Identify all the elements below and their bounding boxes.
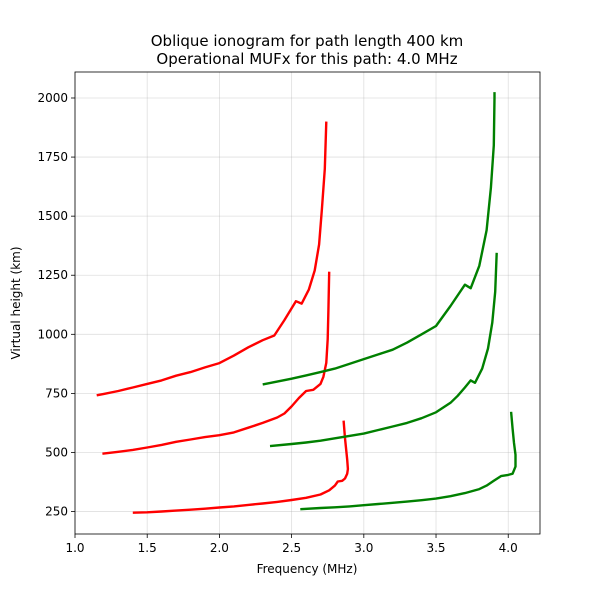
- grid: [74, 72, 540, 534]
- series-line-4: [300, 411, 517, 511]
- y-tick-label: 1250: [37, 268, 68, 282]
- x-tick-label: 4.0: [499, 541, 518, 555]
- x-tick-label: 2.5: [282, 541, 301, 555]
- x-tick-label: 1.5: [138, 541, 157, 555]
- chart-subtitle: Operational MUFx for this path: 4.0 MHz: [156, 50, 457, 68]
- series-line-6: [262, 92, 496, 386]
- series-line-5: [269, 252, 498, 448]
- series-group: [96, 92, 517, 514]
- x-tick-label: 3.0: [354, 541, 373, 555]
- y-tick-label: 1750: [37, 150, 68, 164]
- series-line-2: [102, 271, 331, 455]
- y-tick-label: 250: [45, 505, 68, 519]
- y-tick-label: 2000: [37, 91, 68, 105]
- y-axis-label: Virtual height (km): [9, 246, 23, 359]
- axis-ticks: 1.0 1.5 2.0 2.5 3.0 3.5 4.0 250 500 750 1000 1250 15…: [37, 91, 517, 555]
- plot-frame: [74, 71, 541, 535]
- series-line-3: [96, 121, 328, 397]
- x-tick-label: 1.0: [65, 541, 84, 555]
- x-axis-label: Frequency (MHz): [257, 562, 358, 576]
- y-tick-label: 1000: [37, 327, 68, 341]
- x-tick-label: 2.0: [210, 541, 229, 555]
- x-tick-label: 3.5: [426, 541, 445, 555]
- y-tick-label: 750: [45, 386, 68, 400]
- series-line-1: [132, 420, 350, 514]
- y-tick-label: 1500: [37, 209, 68, 223]
- y-tick-label: 500: [45, 445, 68, 459]
- chart-title: Oblique ionogram for path length 400 km: [151, 32, 464, 50]
